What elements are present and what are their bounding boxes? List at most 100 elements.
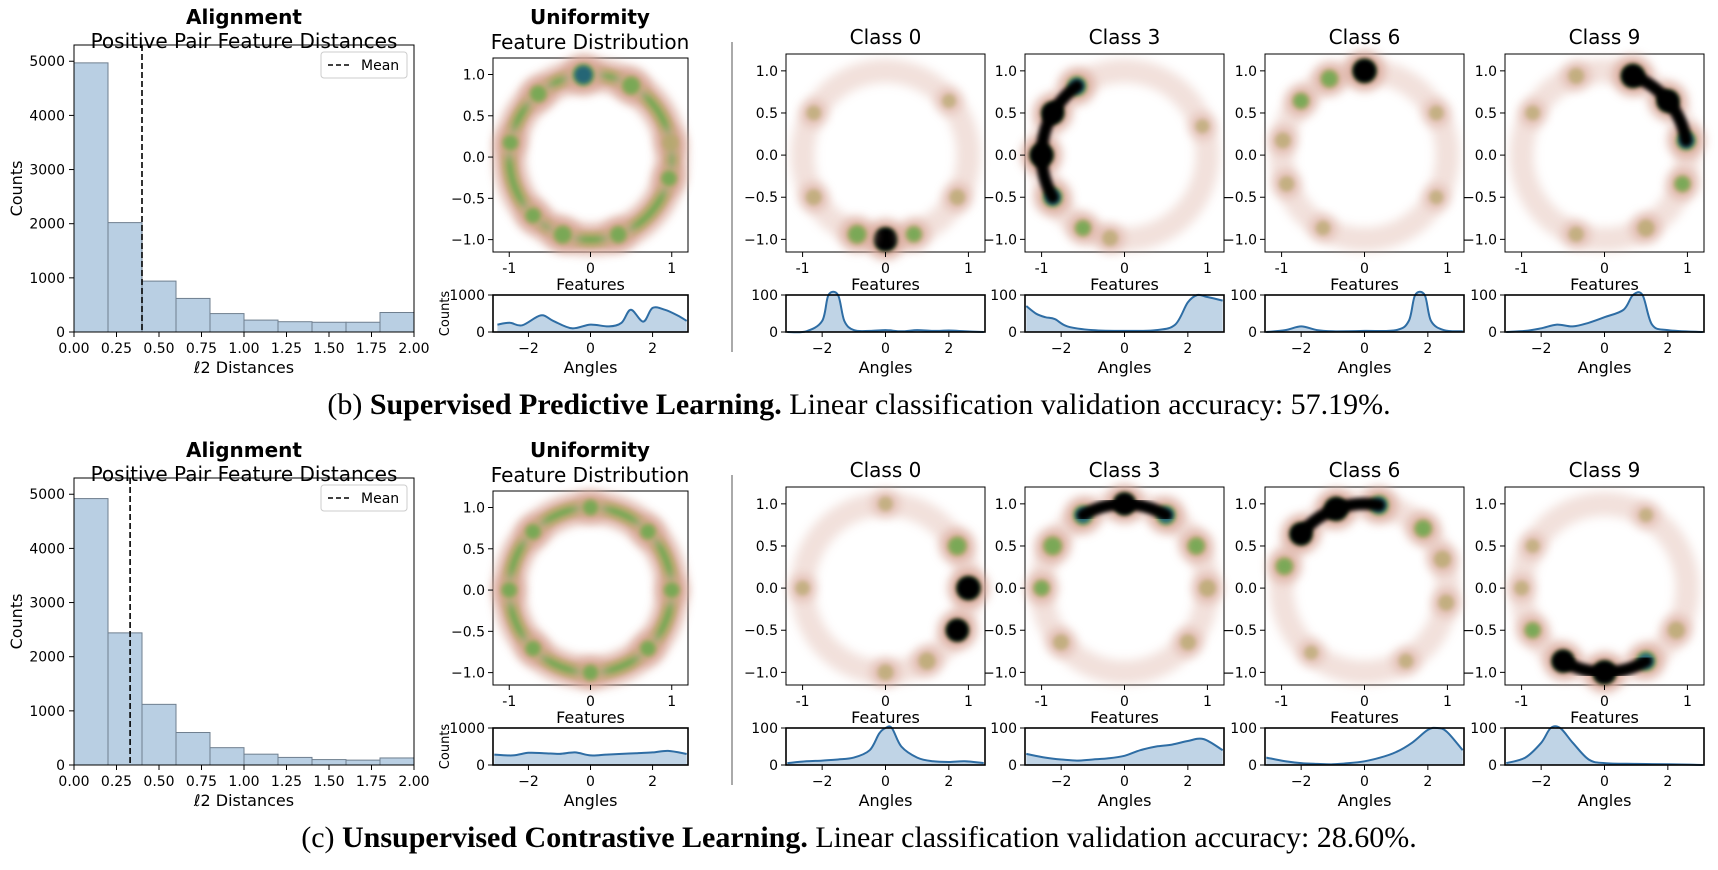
density-blob bbox=[554, 226, 571, 243]
density-blob bbox=[530, 86, 546, 102]
angle-hist bbox=[787, 291, 984, 333]
y-tick-label: 5000 bbox=[29, 54, 65, 70]
features-label: Features bbox=[1570, 708, 1639, 727]
angle-hist bbox=[1506, 726, 1703, 765]
ring-density bbox=[1021, 58, 1220, 253]
ring-density bbox=[494, 54, 687, 255]
density-arc bbox=[1626, 69, 1693, 147]
x-tick-label: 0 bbox=[1120, 341, 1129, 357]
angles-label: Angles bbox=[1098, 358, 1152, 377]
density-blob bbox=[1525, 623, 1540, 638]
angles-label: Angles bbox=[859, 791, 913, 810]
caption-bold: Unsupervised Contrastive Learning. bbox=[342, 821, 815, 854]
density-blob bbox=[1276, 558, 1293, 574]
features-label: Features bbox=[851, 708, 920, 727]
y-tick-label: 4000 bbox=[29, 108, 65, 124]
x-tick-label: −2 bbox=[1051, 774, 1072, 790]
y-tick-label: 0.0 bbox=[995, 148, 1017, 164]
density-blob bbox=[661, 171, 676, 186]
y-tick-label: 0.5 bbox=[463, 542, 485, 558]
density-blob bbox=[918, 652, 936, 670]
angle-hist bbox=[494, 750, 687, 765]
y-tick-label: 2000 bbox=[29, 217, 65, 233]
density-blob bbox=[878, 496, 893, 512]
y-tick-label: 0.0 bbox=[756, 581, 778, 597]
density-blob bbox=[1514, 580, 1529, 596]
angle-hist bbox=[497, 307, 687, 332]
x-tick-label: −2 bbox=[1291, 774, 1312, 790]
x-tick-label: 2.00 bbox=[398, 341, 429, 357]
y-tick-label: 0.0 bbox=[995, 581, 1017, 597]
hist-bar bbox=[175, 732, 211, 766]
x-tick-label: -1 bbox=[1275, 694, 1289, 710]
hist-bar bbox=[243, 753, 279, 766]
density-blob bbox=[1434, 550, 1451, 568]
density-blob bbox=[877, 664, 894, 681]
y-tick-label: 0 bbox=[1248, 325, 1257, 341]
y-tick-label: 0.0 bbox=[756, 148, 778, 164]
y-tick-label: −1.0 bbox=[1463, 665, 1497, 681]
y-tick-label: −1.0 bbox=[744, 665, 778, 681]
hist-bar bbox=[209, 747, 245, 766]
features-label: Features bbox=[1570, 275, 1639, 294]
density-blob bbox=[1675, 176, 1690, 191]
hist-bar bbox=[175, 297, 211, 333]
angle-kde bbox=[1506, 291, 1703, 333]
y-tick-label: 0.0 bbox=[1235, 148, 1257, 164]
angle-kde bbox=[497, 306, 688, 330]
density-blob bbox=[1076, 221, 1091, 236]
y-tick-label: 0.5 bbox=[756, 539, 778, 555]
y-tick-label: 1.0 bbox=[463, 501, 485, 517]
x-tick-label: 1 bbox=[1443, 694, 1452, 710]
density-blob bbox=[956, 576, 981, 601]
y-tick-label: −1.0 bbox=[983, 232, 1017, 248]
x-tick-label: 2 bbox=[648, 341, 657, 357]
y-tick-label: 100 bbox=[751, 721, 778, 737]
angle-hist bbox=[1506, 292, 1703, 332]
density-blob bbox=[873, 227, 898, 252]
class-title: Class 6 bbox=[1329, 25, 1401, 49]
x-tick-label: 1.25 bbox=[271, 341, 302, 357]
y-tick-label: 0.5 bbox=[995, 539, 1017, 555]
y-tick-label: −0.5 bbox=[451, 624, 485, 640]
y-tick-label: 0.0 bbox=[1475, 148, 1497, 164]
y-tick-label: −1.0 bbox=[744, 232, 778, 248]
x-tick-label: 2 bbox=[1183, 774, 1192, 790]
x-tick-label: 2 bbox=[944, 774, 953, 790]
y-tick-label: 0 bbox=[476, 325, 485, 341]
y-tick-label: 100 bbox=[1230, 288, 1257, 304]
x-tick-label: 0 bbox=[1120, 694, 1129, 710]
class-title: Class 9 bbox=[1569, 458, 1641, 482]
hist-bar bbox=[277, 321, 313, 333]
y-tick-label: 0.5 bbox=[463, 109, 485, 125]
hist-bar bbox=[345, 759, 381, 766]
y-tick-label: 100 bbox=[1470, 721, 1497, 737]
uniformity-subtitle: Feature Distribution bbox=[491, 463, 690, 487]
x-tick-label: 0 bbox=[1360, 261, 1369, 277]
angle-kde bbox=[494, 749, 687, 757]
y-tick-label: 1000 bbox=[29, 271, 65, 287]
x-tick-label: 2 bbox=[1183, 341, 1192, 357]
legend-box bbox=[320, 484, 408, 512]
density-blob bbox=[945, 618, 969, 642]
caption-bold: Supervised Predictive Learning. bbox=[370, 388, 789, 421]
density-blob bbox=[1398, 653, 1414, 669]
density-blob bbox=[640, 524, 655, 539]
density-blob bbox=[1293, 93, 1308, 108]
x-tick-label: 2 bbox=[944, 341, 953, 357]
y-tick-label: −0.5 bbox=[983, 190, 1017, 206]
x-tick-label: 0 bbox=[1600, 774, 1609, 790]
x-tick-label: 0 bbox=[1600, 341, 1609, 357]
y-tick-label: 3000 bbox=[29, 163, 65, 179]
hist-bar bbox=[311, 759, 347, 766]
class-title: Class 0 bbox=[850, 458, 922, 482]
features-label: Features bbox=[556, 708, 625, 727]
hist-bar bbox=[107, 222, 143, 333]
y-tick-label: 0.0 bbox=[463, 583, 485, 599]
ring-density bbox=[493, 491, 688, 689]
hist-bar bbox=[379, 757, 415, 766]
density-blob bbox=[583, 500, 598, 515]
density-blob bbox=[1275, 132, 1291, 149]
x-tick-label: −2 bbox=[812, 774, 833, 790]
